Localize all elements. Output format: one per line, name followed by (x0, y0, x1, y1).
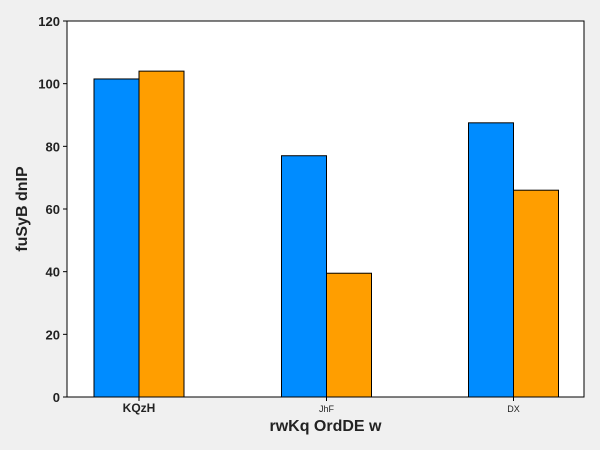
x-tick-label: JhF (319, 404, 335, 414)
y-tick-label: 0 (53, 390, 60, 405)
bar-jhf-series-1 (281, 155, 327, 398)
bar-dx-series-2 (513, 189, 559, 398)
y-tick-label: 120 (38, 14, 60, 29)
bar-dx-series-1 (468, 122, 514, 398)
x-axis-title: rwKq OrdDE w (269, 418, 382, 435)
bar-jhf-series-2 (326, 272, 372, 398)
y-tick-label: 100 (38, 77, 60, 92)
y-axis-title: fuSyB dnIP (14, 166, 31, 252)
y-axis: 0 20 40 60 80 100 120 (38, 14, 67, 405)
bar-kqzh-series-2 (138, 70, 185, 398)
x-tick-label: KQzH (123, 401, 156, 415)
y-tick-label: 80 (46, 139, 60, 154)
y-tick-label: 20 (46, 327, 60, 342)
x-axis: KQzH JhF DX (123, 397, 520, 415)
x-tick-label: DX (507, 404, 520, 414)
y-tick-label: 60 (46, 202, 60, 217)
y-tick-label: 40 (46, 265, 60, 280)
bar-kqzh-series-1 (93, 78, 140, 398)
bars-group (93, 70, 559, 398)
